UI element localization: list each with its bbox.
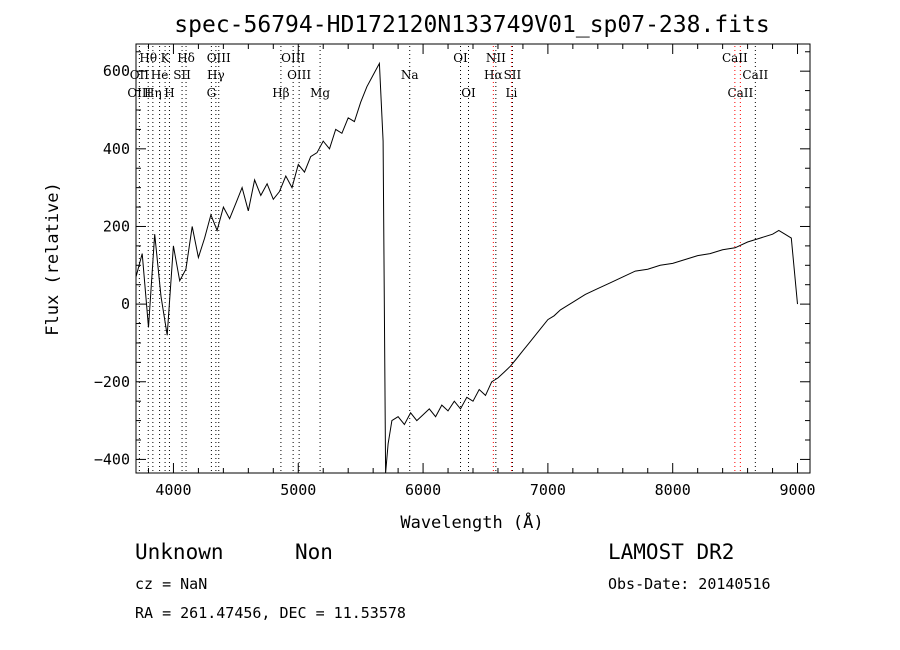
line-label-4: OIII: [281, 51, 305, 65]
x-tick-label: 8000: [655, 481, 691, 499]
line-label-14: Hα: [484, 68, 503, 82]
x-tick-label: 6000: [405, 481, 441, 499]
line-label-7: CaII: [722, 51, 748, 65]
x-tick-label: 5000: [280, 481, 316, 499]
line-label-10: SII: [173, 68, 191, 82]
x-axis-ticks: 4000 5000 6000 7000 8000 9000: [147, 44, 816, 499]
obs-date: Obs-Date: 20140516: [608, 575, 771, 593]
line-label-18: Hη: [144, 86, 162, 100]
line-label-11: Hγ: [207, 68, 225, 82]
line-label-1: K: [161, 51, 171, 65]
survey-label: LAMOST DR2: [608, 540, 735, 564]
line-label-17: OIII: [127, 86, 151, 100]
ra-dec: RA = 261.47456, DEC = 11.53578: [135, 604, 406, 622]
y-tick-label: 400: [103, 140, 130, 158]
line-label-8: OII: [130, 68, 150, 82]
subclass-label: Non: [295, 540, 333, 564]
line-label-16: CaII: [742, 68, 768, 82]
line-label-21: Hβ: [272, 86, 289, 100]
line-label-20: G: [207, 86, 217, 100]
cz-value: cz = NaN: [135, 575, 208, 593]
line-label-2: Hδ: [177, 51, 195, 65]
line-label-3: OIII: [207, 51, 231, 65]
line-label-13: Na: [401, 68, 419, 82]
spectrum-line-0: [135, 61, 798, 474]
x-axis-label: Wavelength (Å): [400, 511, 543, 533]
line-label-0: Hθ: [139, 51, 157, 65]
line-label-15: SII: [504, 68, 522, 82]
plot-frame: [135, 43, 811, 474]
class-label: Unknown: [135, 540, 224, 564]
x-tick-label: 9000: [779, 481, 815, 499]
y-axis-ticks: −400 −200 0 200 400 600: [94, 51, 810, 468]
y-tick-label: −200: [94, 373, 130, 391]
x-tick-label: 4000: [155, 481, 191, 499]
line-label-12: OIII: [287, 68, 311, 82]
series-group: [135, 61, 798, 474]
y-tick-label: −400: [94, 450, 130, 468]
line-label-19: H: [164, 86, 174, 100]
line-label-24: Li: [506, 86, 518, 100]
line-markers: [138, 46, 756, 472]
line-label-6: NII: [486, 51, 506, 65]
line-labels: Hθ K Hδ OIII OIII OI NII CaII OII He SII Hγ OIII Na Hα…: [127, 51, 768, 100]
y-tick-label: 600: [103, 62, 130, 80]
y-tick-label: 0: [121, 295, 130, 313]
line-label-22: Mg: [310, 86, 330, 100]
line-label-9: He: [151, 68, 169, 82]
y-axis-label: Flux (relative): [43, 182, 63, 336]
y-tick-label: 200: [103, 217, 130, 235]
x-tick-label: 7000: [530, 481, 566, 499]
line-label-23: OI: [461, 86, 476, 100]
line-label-25: CaII: [727, 86, 753, 100]
line-label-5: OI: [453, 51, 468, 65]
chart-title: spec-56794-HD172120N133749V01_sp07-238.f…: [174, 12, 769, 38]
